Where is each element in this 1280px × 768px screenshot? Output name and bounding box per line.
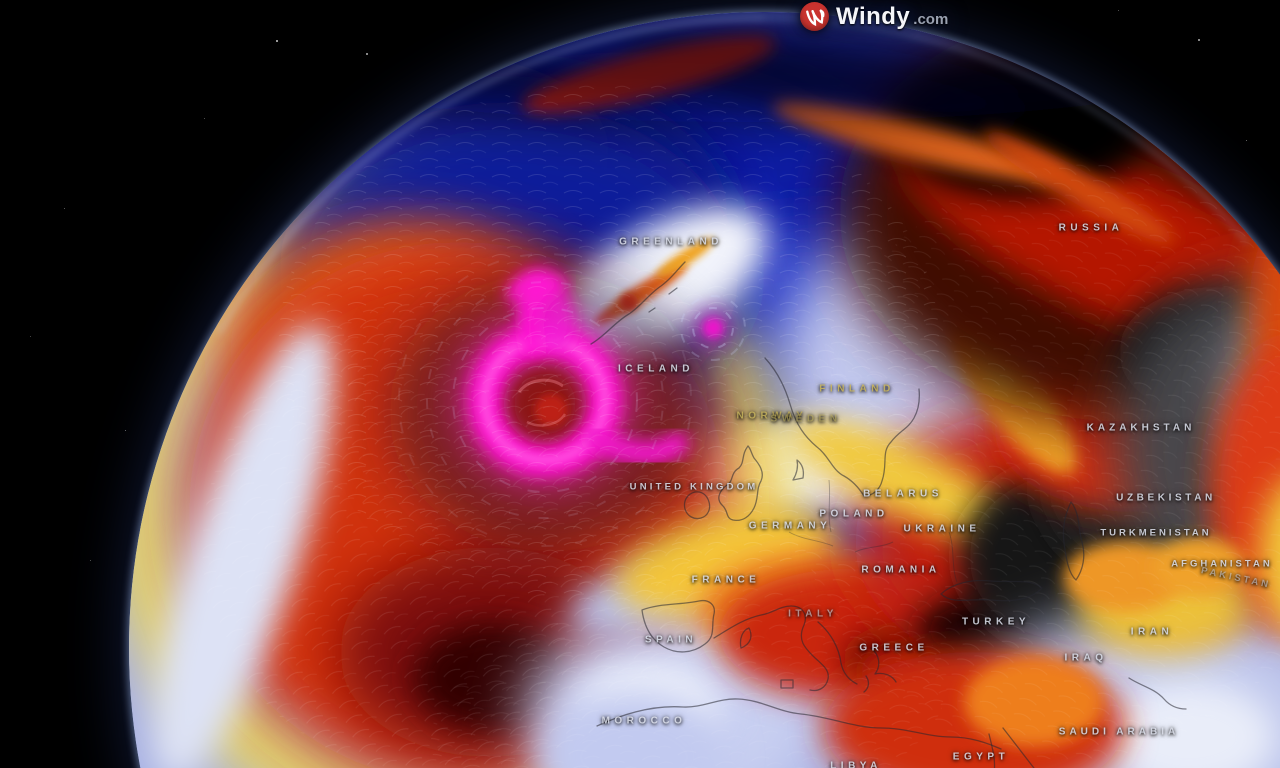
star [90, 560, 91, 561]
windy-logo-icon [800, 2, 829, 31]
star [64, 208, 65, 209]
globe-map[interactable] [129, 12, 1280, 768]
windy-logo-text: Windy [836, 2, 911, 30]
temperature-anomaly-layer [129, 12, 1280, 768]
windy-logo-tld: .com [913, 11, 949, 28]
star [125, 430, 126, 431]
star [1118, 10, 1119, 11]
windy-logo[interactable]: Windy .com [800, 2, 948, 31]
star [30, 336, 31, 337]
